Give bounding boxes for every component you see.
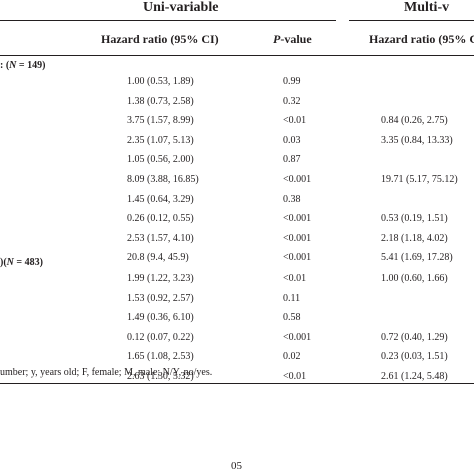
hazard-ratio-multi-cell: 0.72 (0.40, 1.29) — [381, 331, 448, 343]
hazard-ratio-cell: 2.35 (1.07, 5.13) — [127, 134, 194, 146]
p-value-cell: 0.32 — [283, 95, 301, 107]
hazard-ratio-cell: 0.26 (0.12, 0.55) — [127, 213, 194, 225]
p-value-cell: <0.001 — [283, 331, 312, 343]
page-number: 05 — [231, 460, 242, 472]
p-value-italic: P — [273, 32, 281, 46]
hazard-ratio-cell: 1.00 (0.53, 1.89) — [127, 76, 194, 87]
hazard-ratio-multi-cell: 0.23 (0.03, 1.51) — [381, 351, 448, 363]
hazard-ratio-cell: 2.53 (1.57, 4.10) — [127, 232, 194, 244]
hazard-ratio-header-1: Hazard ratio (95% CI) — [101, 32, 219, 46]
section-label-2: )(N = 483) — [0, 257, 43, 268]
header-bottom-rule — [0, 55, 474, 56]
hazard-ratio-cell: 0.12 (0.07, 0.22) — [127, 331, 194, 343]
hazard-ratio-cell: 1.05 (0.56, 2.00) — [127, 154, 194, 166]
hazard-ratio-cell: 1.53 (0.92, 2.57) — [127, 292, 194, 304]
p-value-suffix: -value — [280, 32, 312, 46]
p-value-cell: <0.001 — [283, 174, 312, 185]
multi-variable-header: Multi-v — [404, 0, 450, 15]
hazard-ratio-cell: 1.45 (0.64, 3.29) — [127, 193, 194, 205]
p-value-cell: <0.01 — [283, 115, 307, 127]
hazard-ratio-cell: 1.38 (0.73, 2.58) — [127, 95, 194, 107]
section-2-value: = 483) — [13, 257, 43, 268]
p-value-cell: <0.01 — [283, 273, 307, 284]
hazard-ratio-header-2: Hazard ratio (95% C — [369, 32, 474, 46]
p-value-cell: <0.001 — [283, 232, 312, 244]
p-value-cell: <0.001 — [283, 213, 312, 225]
p-value-cell: 0.87 — [283, 154, 301, 166]
section-2-lead: )( — [0, 257, 7, 268]
p-value-cell: 0.11 — [283, 292, 301, 304]
hazard-ratio-multi-cell: 1.00 (0.60, 1.66) — [381, 273, 448, 284]
multi-variable-rule — [349, 20, 474, 21]
hazard-ratio-cell: 2.63 (1.30, 5.32) — [127, 371, 194, 382]
hazard-ratio-cell: 1.99 (1.22, 3.23) — [127, 273, 194, 284]
table-bottom-rule — [0, 383, 474, 384]
section-1-value: = 149) — [16, 60, 46, 71]
hazard-ratio-cell: 8.09 (3.88, 16.85) — [127, 174, 199, 185]
p-value-cell: <0.01 — [283, 371, 307, 382]
section-2-n: N — [6, 257, 14, 268]
hazard-ratio-multi-cell: 19.71 (5.17, 75.12) — [381, 174, 458, 185]
hazard-ratio-cell: 1.49 (0.36, 6.10) — [127, 312, 194, 324]
hazard-ratio-multi-cell: 5.41 (1.69, 17.28) — [381, 252, 453, 264]
section-label-1: : (N = 149) — [0, 60, 45, 71]
section-1-n: N — [9, 60, 17, 71]
p-value-header: P-value — [273, 32, 312, 47]
hazard-ratio-cell: 20.8 (9.4, 45.9) — [127, 252, 189, 264]
uni-variable-header: Uni-variable — [143, 0, 219, 15]
p-value-cell: 0.02 — [283, 351, 301, 363]
p-value-cell: 0.38 — [283, 193, 301, 205]
p-value-cell: 0.58 — [283, 312, 301, 324]
hazard-ratio-multi-cell: 2.18 (1.18, 4.02) — [381, 232, 448, 244]
p-value-cell: 0.03 — [283, 134, 301, 146]
hazard-ratio-multi-cell: 0.53 (0.19, 1.51) — [381, 213, 448, 225]
hazard-ratio-multi-cell: 3.35 (0.84, 13.33) — [381, 134, 453, 146]
hazard-ratio-cell: 1.65 (1.08, 2.53) — [127, 351, 194, 363]
hazard-ratio-multi-cell: 2.61 (1.24, 5.48) — [381, 371, 448, 382]
table-footnote: umber; y, years old; F, female; M, male;… — [0, 367, 213, 378]
p-value-cell: <0.001 — [283, 252, 312, 264]
hazard-ratio-cell: 3.75 (1.57, 8.99) — [127, 115, 194, 127]
p-value-cell: 0.99 — [283, 76, 301, 87]
uni-variable-rule — [0, 20, 336, 21]
hazard-ratio-multi-cell: 0.84 (0.26, 2.75) — [381, 115, 448, 127]
section-1-lead: : ( — [0, 60, 10, 71]
